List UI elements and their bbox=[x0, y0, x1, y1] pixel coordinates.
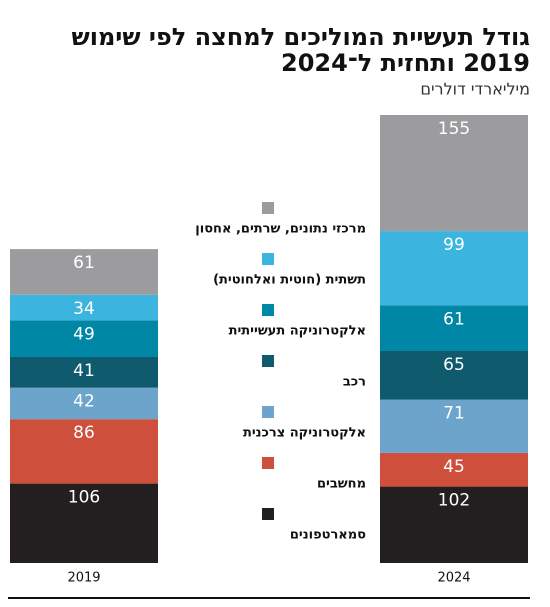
bar-segment bbox=[380, 115, 528, 232]
bar-segment bbox=[10, 294, 158, 321]
legend-swatch bbox=[262, 508, 274, 520]
bar-segment bbox=[380, 452, 528, 487]
bar-segment bbox=[10, 320, 158, 357]
value-label: 61 bbox=[73, 253, 95, 273]
bar-segment bbox=[380, 231, 528, 306]
bar-segment bbox=[380, 305, 528, 351]
legend-label: תשתית (חוטית ואלחוטית) bbox=[213, 273, 366, 288]
legend-swatch bbox=[262, 202, 274, 214]
bar-segment bbox=[10, 483, 158, 563]
chart-title: גודל תעשיית המוליכים למחצה לפי שימוש bbox=[72, 23, 531, 51]
legend-swatch bbox=[262, 457, 274, 469]
value-label: 49 bbox=[73, 324, 95, 344]
value-label: 106 bbox=[68, 488, 100, 508]
legend-swatch bbox=[262, 406, 274, 418]
bar-segment bbox=[10, 249, 158, 295]
legend-swatch bbox=[262, 355, 274, 367]
value-label: 45 bbox=[443, 457, 465, 477]
legend-swatch bbox=[262, 304, 274, 316]
x-tick-label: 2024 bbox=[437, 571, 470, 586]
legend-swatch bbox=[262, 253, 274, 265]
legend-label: מרכזי נתונים, שרתים, אחסון bbox=[195, 222, 366, 237]
value-label: 65 bbox=[443, 355, 465, 375]
legend-label: אלקטרוניקה תעשייתית bbox=[229, 324, 366, 339]
bar-segment bbox=[10, 419, 158, 484]
bar-segment bbox=[380, 350, 528, 400]
bar-segment bbox=[10, 356, 158, 388]
bar-segment bbox=[380, 399, 528, 453]
bar-segment bbox=[380, 486, 528, 563]
x-tick-label: 2019 bbox=[67, 571, 100, 586]
chart-subtitle: מיליארדי דולרים bbox=[420, 80, 530, 99]
value-label: 41 bbox=[73, 361, 95, 381]
value-label: 155 bbox=[438, 119, 470, 139]
value-label: 42 bbox=[73, 392, 95, 412]
value-label: 86 bbox=[73, 423, 95, 443]
value-label: 99 bbox=[443, 235, 465, 255]
bar-segment bbox=[10, 387, 158, 420]
legend-label: רכב bbox=[343, 375, 366, 390]
value-label: 71 bbox=[443, 404, 465, 424]
legend-label: מחשבים bbox=[317, 477, 366, 492]
chart-title: 2019 ותחזית ל־2024 bbox=[281, 49, 530, 77]
value-label: 61 bbox=[443, 309, 465, 329]
legend-label: סמארטפונים bbox=[290, 528, 366, 543]
value-label: 102 bbox=[438, 491, 470, 511]
value-label: 34 bbox=[73, 299, 95, 319]
legend-label: אלקטרוניקה צרכנית bbox=[243, 426, 366, 441]
